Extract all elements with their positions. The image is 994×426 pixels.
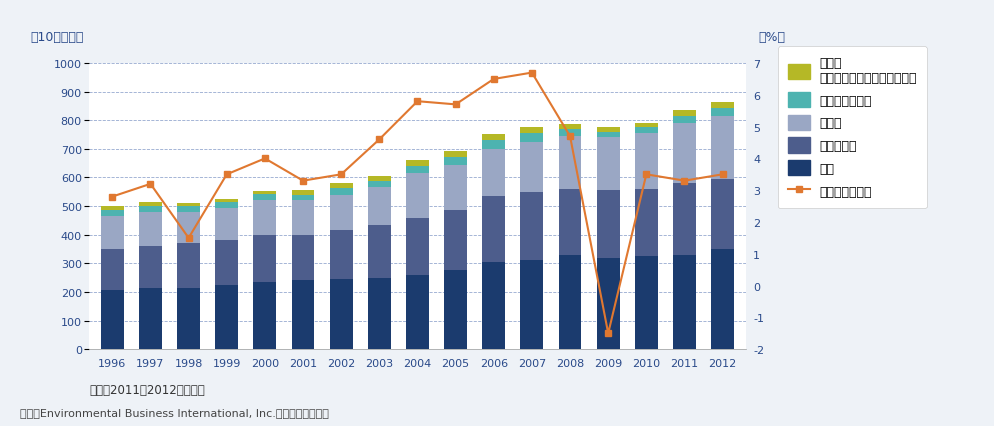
Text: （10億ドル）: （10億ドル）: [31, 31, 83, 44]
Bar: [711, 102, 734, 109]
Text: （%）: （%）: [758, 31, 785, 44]
Bar: [368, 182, 391, 188]
Bar: [101, 207, 124, 211]
Bar: [635, 190, 658, 256]
Bar: [596, 138, 619, 191]
Legend: その他
（アフリカ・オセアニア等）, ラテンアメリカ, アジア, ヨーロッパ, 北米, 前年度比成長率: その他 （アフリカ・オセアニア等）, ラテンアメリカ, アジア, ヨーロッパ, …: [778, 47, 926, 209]
Bar: [291, 235, 314, 281]
Bar: [673, 111, 696, 117]
Bar: [406, 161, 429, 167]
Bar: [406, 218, 429, 275]
Bar: [711, 179, 734, 249]
Bar: [406, 174, 429, 218]
Bar: [521, 193, 544, 261]
Bar: [673, 184, 696, 255]
Bar: [330, 195, 353, 231]
Bar: [368, 177, 391, 182]
Bar: [482, 150, 505, 197]
Bar: [177, 207, 200, 212]
Bar: [673, 255, 696, 349]
Bar: [596, 132, 619, 138]
Bar: [291, 191, 314, 195]
Bar: [596, 191, 619, 258]
Bar: [368, 225, 391, 278]
Bar: [635, 127, 658, 134]
Bar: [101, 249, 124, 291]
Bar: [635, 134, 658, 190]
Bar: [139, 247, 162, 288]
Bar: [559, 124, 581, 130]
Bar: [139, 212, 162, 247]
Bar: [444, 271, 467, 349]
Bar: [368, 188, 391, 225]
Bar: [559, 255, 581, 349]
Text: 資料：Environmental Business International, Inc.，より環境省作成: 資料：Environmental Business International,…: [20, 408, 329, 417]
Bar: [368, 278, 391, 349]
Bar: [139, 207, 162, 212]
Bar: [711, 109, 734, 117]
Bar: [216, 199, 239, 202]
Bar: [101, 216, 124, 249]
Bar: [101, 211, 124, 216]
Bar: [177, 288, 200, 349]
Text: 地域別で見た世界の環境市場: 地域別で見た世界の環境市場: [31, 0, 170, 1]
Bar: [216, 241, 239, 285]
Bar: [101, 291, 124, 349]
Bar: [291, 195, 314, 201]
Bar: [635, 123, 658, 127]
Bar: [482, 197, 505, 262]
Bar: [330, 279, 353, 349]
Bar: [253, 195, 276, 201]
Bar: [216, 202, 239, 208]
Bar: [177, 203, 200, 207]
Bar: [559, 137, 581, 190]
Bar: [291, 201, 314, 235]
Bar: [406, 167, 429, 174]
Bar: [253, 235, 276, 282]
Bar: [330, 231, 353, 279]
Bar: [596, 128, 619, 132]
Bar: [444, 158, 467, 165]
Bar: [406, 275, 429, 349]
Bar: [559, 190, 581, 255]
Bar: [444, 152, 467, 158]
Bar: [291, 281, 314, 349]
Bar: [139, 202, 162, 207]
Bar: [177, 244, 200, 288]
Bar: [253, 282, 276, 349]
Bar: [635, 256, 658, 349]
Bar: [521, 134, 544, 142]
Bar: [673, 117, 696, 124]
Text: （＊）2011、2012は推計値: （＊）2011、2012は推計値: [89, 383, 205, 396]
Bar: [673, 124, 696, 184]
Bar: [330, 189, 353, 195]
Bar: [444, 165, 467, 211]
Bar: [711, 249, 734, 349]
Bar: [559, 130, 581, 137]
Bar: [596, 258, 619, 349]
Bar: [253, 201, 276, 235]
Bar: [444, 211, 467, 271]
Bar: [711, 117, 734, 179]
Bar: [330, 184, 353, 189]
Bar: [521, 127, 544, 134]
Bar: [216, 285, 239, 349]
Bar: [253, 192, 276, 195]
Bar: [482, 141, 505, 150]
Bar: [177, 212, 200, 244]
Bar: [482, 135, 505, 141]
Bar: [521, 261, 544, 349]
Bar: [139, 288, 162, 349]
Bar: [482, 262, 505, 349]
Bar: [216, 208, 239, 241]
Bar: [521, 142, 544, 193]
